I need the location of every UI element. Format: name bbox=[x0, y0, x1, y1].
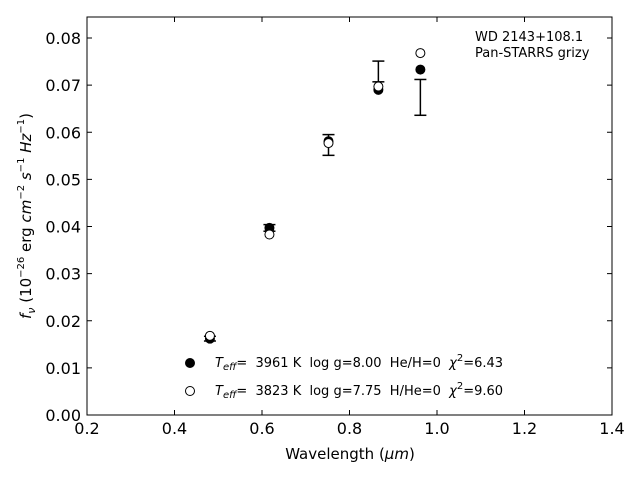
x-axis-label: Wavelength (μm) bbox=[285, 445, 415, 463]
y-tick-label: 0.07 bbox=[45, 76, 81, 95]
y-tick-label: 0.04 bbox=[45, 218, 81, 237]
open-point bbox=[415, 48, 426, 59]
x-tick-label: 1.2 bbox=[512, 419, 537, 438]
open-point bbox=[264, 229, 275, 240]
error-bars bbox=[203, 60, 427, 342]
open-point bbox=[373, 81, 384, 92]
y-tick-label: 0.02 bbox=[45, 312, 81, 331]
y-axis-label: fν (10−26 erg cm−2 s−1 Hz−1) bbox=[16, 113, 38, 319]
y-tick-label: 0.01 bbox=[45, 359, 81, 378]
legend-marker-filled bbox=[185, 358, 195, 368]
x-tick-label: 1.0 bbox=[424, 419, 449, 438]
y-tick-label: 0.08 bbox=[45, 29, 81, 48]
x-tick-label: 0.6 bbox=[249, 419, 274, 438]
filled-point bbox=[415, 64, 426, 75]
data-points bbox=[204, 48, 426, 344]
legend: Teff= 3961 K log g=8.00 He/H=0 χ2=6.43 T… bbox=[185, 353, 503, 401]
y-tick-label: 0.00 bbox=[45, 406, 81, 425]
open-point bbox=[204, 330, 215, 341]
x-tick-label: 1.4 bbox=[599, 419, 624, 438]
x-tick-label: 0.8 bbox=[337, 419, 362, 438]
x-tick-label: 0.4 bbox=[162, 419, 187, 438]
y-tick-label: 0.05 bbox=[45, 170, 81, 189]
y-axis: 0.00 0.01 0.02 0.03 0.04 0.05 0.06 0.07 0.08 bbox=[45, 29, 612, 425]
open-point bbox=[323, 138, 334, 149]
annotation-line-1: WD 2143+108.1 bbox=[475, 30, 583, 45]
x-tick-label: 0.2 bbox=[74, 419, 99, 438]
y-tick-label: 0.03 bbox=[45, 265, 81, 284]
annotation-line-2: Pan-STARRS grizy bbox=[475, 46, 590, 61]
y-tick-label: 0.06 bbox=[45, 123, 81, 142]
legend-label-2: Teff= 3823 K log g=7.75 H/He=0 χ2=9.60 bbox=[215, 381, 503, 401]
x-axis: 0.2 0.4 0.6 0.8 1.0 1.2 1.4 bbox=[74, 17, 625, 438]
legend-marker-open bbox=[185, 386, 195, 396]
legend-label-1: Teff= 3961 K log g=8.00 He/H=0 χ2=6.43 bbox=[215, 353, 503, 373]
